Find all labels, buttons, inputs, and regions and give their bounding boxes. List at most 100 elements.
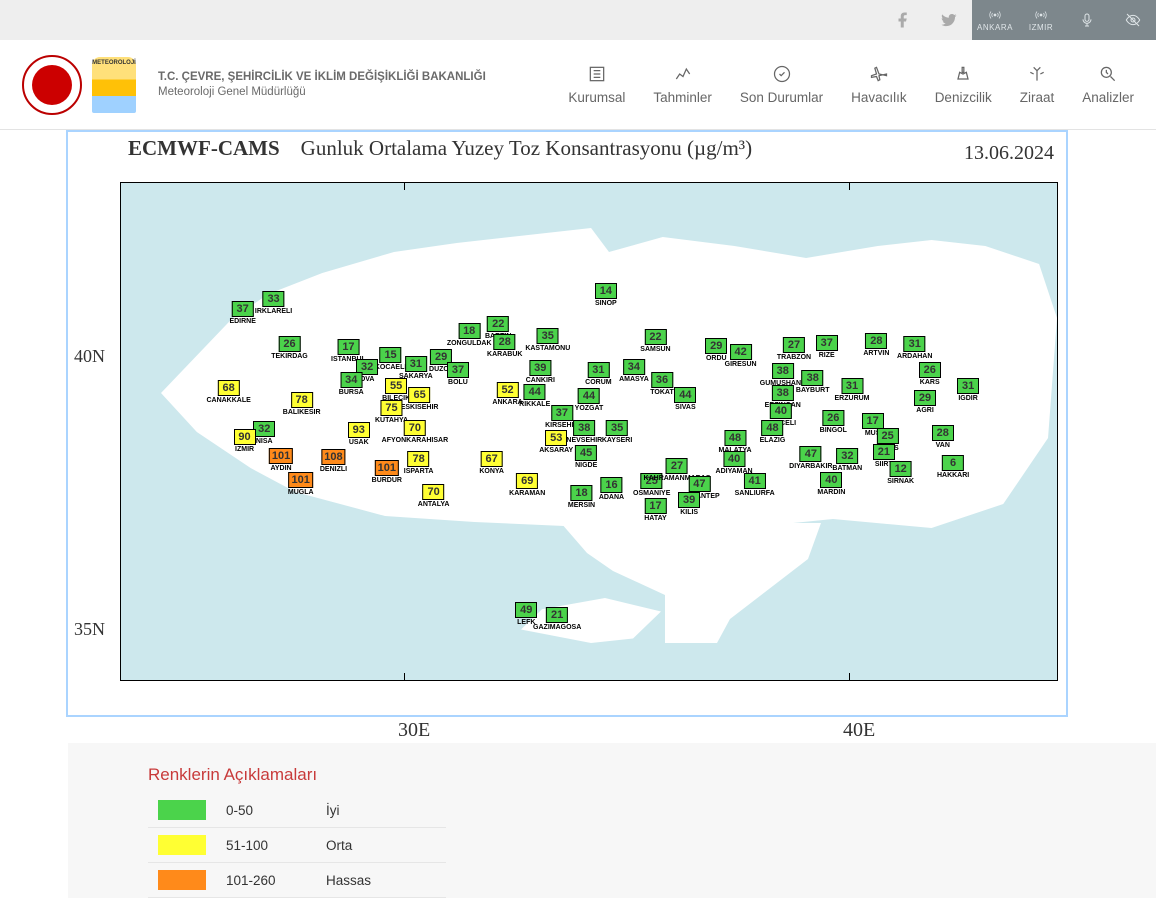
station-sanliurfa[interactable]: 41SANLIURFA	[735, 473, 775, 497]
station-igdir[interactable]: 31IGDIR	[957, 378, 979, 402]
station-kastamonu[interactable]: 35KASTAMONU	[525, 328, 570, 352]
nav-analizler[interactable]: Analizler	[1082, 64, 1134, 105]
station-erzurum[interactable]: 31ERZURUM	[835, 378, 870, 402]
map-figure: ECMWF-CAMS Gunluk Ortalama Yuzey Toz Kon…	[66, 130, 1068, 717]
station-sivas[interactable]: 44SIVAS	[674, 387, 696, 411]
station-artvin[interactable]: 28ARTVIN	[863, 333, 889, 357]
station-batman[interactable]: 32BATMAN	[832, 448, 862, 472]
facebook-icon[interactable]	[880, 0, 926, 40]
station-cankiri[interactable]: 39CANKIRI	[526, 360, 555, 384]
nav-denizcilik[interactable]: Denizcilik	[935, 64, 992, 105]
station-value: 65	[409, 387, 431, 403]
station-mugla[interactable]: 101MUGLA	[288, 472, 314, 496]
station-value: 21	[546, 607, 568, 623]
station-kars[interactable]: 26KARS	[919, 362, 941, 386]
nav-sondurumlar[interactable]: Son Durumlar	[740, 64, 823, 105]
station-gazimagosa[interactable]: 21GAZIMAGOSA	[533, 607, 581, 631]
station-kayseri[interactable]: 35KAYSERI	[602, 420, 632, 444]
station-bayburt[interactable]: 38BAYBURT	[796, 370, 830, 394]
nav-kurumsal[interactable]: Kurumsal	[568, 64, 625, 105]
station-sirnak[interactable]: 12SIRNAK	[887, 461, 914, 485]
station-tokat[interactable]: 36TOKAT	[650, 372, 673, 396]
station-adana[interactable]: 16ADANA	[599, 477, 624, 501]
station-value: 101	[269, 448, 293, 464]
station-mersin[interactable]: 18MERSIN	[568, 485, 595, 509]
station-value: 32	[253, 421, 275, 437]
station-kilis[interactable]: 39KILIS	[678, 492, 700, 516]
station-value: 75	[381, 400, 403, 416]
station-value: 37	[551, 405, 573, 421]
station-name: AMASYA	[619, 376, 649, 383]
station-balikesir[interactable]: 78BALIKESIR	[283, 392, 321, 416]
station-hakkari[interactable]: 6HAKKARI	[937, 455, 969, 479]
station-hatay[interactable]: 17HATAY	[644, 498, 666, 522]
station-mardin[interactable]: 40MARDIN	[817, 472, 845, 496]
station-value: 40	[723, 451, 745, 467]
station-van[interactable]: 28VAN	[932, 425, 954, 449]
mic-icon[interactable]	[1064, 0, 1110, 40]
radio-ankara[interactable]: ANKARA	[972, 0, 1018, 40]
station-canakkale[interactable]: 68CANAKKALE	[206, 380, 250, 404]
station-name: ERZURUM	[835, 395, 870, 402]
station-rize[interactable]: 37RIZE	[816, 335, 838, 359]
state-seal[interactable]	[22, 55, 82, 115]
station-karaman[interactable]: 69KARAMAN	[509, 473, 545, 497]
station-amasya[interactable]: 34AMASYA	[619, 359, 649, 383]
legend-row: 101-260Hassas	[148, 863, 446, 898]
station-adiyaman[interactable]: 40ADIYAMAN	[716, 451, 753, 475]
station-ardahan[interactable]: 31ARDAHAN	[897, 336, 932, 360]
station-aydin[interactable]: 101AYDIN	[269, 448, 293, 472]
station-trabzon[interactable]: 27TRABZON	[777, 337, 811, 361]
station-value: 27	[666, 458, 688, 474]
legend-table: 0-50İyi51-100Orta101-260Hassas	[148, 793, 446, 898]
station-bursa[interactable]: 34BURSA	[339, 372, 364, 396]
station-sinop[interactable]: 14SINOP	[595, 283, 617, 307]
station-giresun[interactable]: 42GIRESUN	[725, 344, 757, 368]
station-izmir[interactable]: 90IZMIR	[234, 429, 256, 453]
topbar: ANKARA IZMIR	[0, 0, 1156, 40]
station-sakarya[interactable]: 31SAKARYA	[399, 356, 433, 380]
station-name: KAYSERI	[602, 437, 632, 444]
station-konya[interactable]: 67KONYA	[479, 451, 504, 475]
topbar-social: ANKARA IZMIR	[880, 0, 1156, 40]
station-diyarbakir[interactable]: 47DIYARBAKIR	[789, 446, 832, 470]
meteorology-logo[interactable]: METEOROLOJİ	[92, 57, 136, 113]
station-burdur[interactable]: 101BURDUR	[372, 460, 402, 484]
radio-izmir[interactable]: IZMIR	[1018, 0, 1064, 40]
station-name: TOKAT	[650, 389, 673, 396]
station-antalya[interactable]: 70ANTALYA	[418, 484, 450, 508]
station-nisa[interactable]: 32NISA	[253, 421, 275, 445]
legend-range: 0-50	[216, 793, 316, 828]
nav-tahminler[interactable]: Tahminler	[653, 64, 712, 105]
station-name: AFYONKARAHISAR	[382, 437, 449, 444]
nav-label: Havacılık	[851, 90, 907, 105]
station-name: DENIZLI	[320, 466, 347, 473]
station-samsun[interactable]: 22SAMSUN	[640, 329, 670, 353]
station-tekirdag[interactable]: 26TEKIRDAG	[271, 336, 308, 360]
twitter-icon[interactable]	[926, 0, 972, 40]
station-bolu[interactable]: 37BOLU	[447, 362, 469, 386]
station-karabuk[interactable]: 28KARABUK	[487, 334, 522, 358]
legend-row: 0-50İyi	[148, 793, 446, 828]
station-name: AGRI	[916, 407, 934, 414]
station-irklareli[interactable]: 33IRKLARELI	[255, 291, 292, 315]
eye-off-icon[interactable]	[1110, 0, 1156, 40]
station-value: 68	[218, 380, 240, 396]
station-agri[interactable]: 29AGRI	[914, 390, 936, 414]
station-corum[interactable]: 31CORUM	[585, 362, 611, 386]
station-usak[interactable]: 93USAK	[348, 422, 370, 446]
station-aksaray[interactable]: 53AKSARAY	[539, 430, 573, 454]
station-isparta[interactable]: 78ISPARTA	[404, 451, 434, 475]
station-yozgat[interactable]: 44YOZGAT	[575, 388, 604, 412]
station-nigde[interactable]: 45NIGDE	[575, 445, 597, 469]
station-afyonkarahisar[interactable]: 70AFYONKARAHISAR	[382, 420, 449, 444]
nav-ziraat[interactable]: Ziraat	[1020, 64, 1055, 105]
station-value: 40	[770, 403, 792, 419]
station-elazig[interactable]: 48ELAZIG	[760, 420, 786, 444]
station-bingol[interactable]: 26BINGOL	[820, 410, 847, 434]
station-denizli[interactable]: 108DENIZLI	[320, 449, 347, 473]
station-edirne[interactable]: 37EDIRNE	[229, 301, 255, 325]
nav-havacilik[interactable]: Havacılık	[851, 64, 907, 105]
station-name: MARDIN	[817, 489, 845, 496]
legend-row: 51-100Orta	[148, 828, 446, 863]
